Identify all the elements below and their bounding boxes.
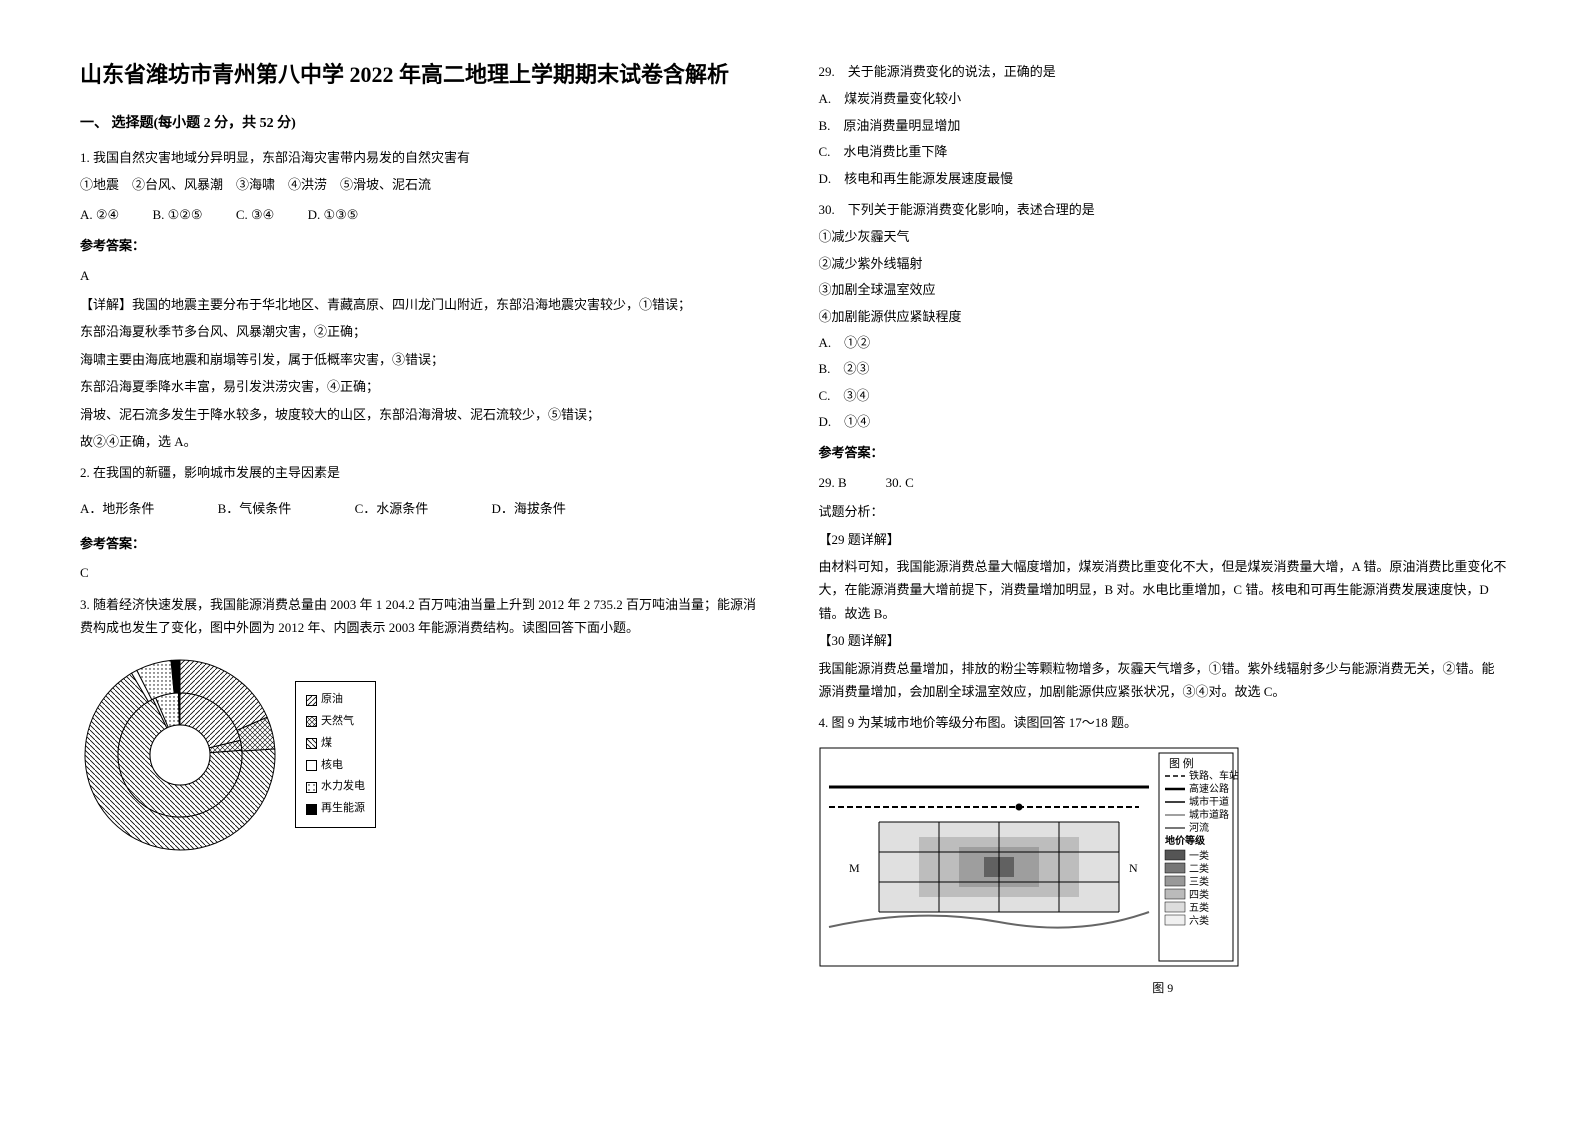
question-4: 4. 图 9 为某城市地价等级分布图。读图回答 17～18 题。 — [819, 711, 1508, 999]
q30-opt-d: D. ①④ — [819, 410, 1508, 433]
donut-svg — [80, 655, 280, 855]
q4-text: 4. 图 9 为某城市地价等级分布图。读图回答 17～18 题。 — [819, 711, 1508, 734]
question-2: 2. 在我国的新疆，影响城市发展的主导因素是 A．地形条件 B．气候条件 C．水… — [80, 461, 769, 585]
legend-item: 再生能源 — [306, 799, 365, 819]
svg-text:六类: 六类 — [1189, 914, 1209, 927]
map-svg: M N 图 例 铁路、车站高速公路城市干道城市道路河流地价等级一类二类三类四类五… — [819, 747, 1239, 967]
q30-item-2: ②减少紫外线辐射 — [819, 252, 1508, 275]
svg-text:一类: 一类 — [1189, 849, 1209, 862]
legend-label: 煤 — [321, 734, 332, 754]
svg-text:城市道路: 城市道路 — [1189, 808, 1229, 821]
q1-ans-label: 参考答案： — [80, 234, 769, 257]
q2-options: A．地形条件 B．气候条件 C．水源条件 D．海拔条件 — [80, 497, 769, 520]
q1-exp3: 海啸主要由海底地震和崩塌等引发，属于低概率灾害，③错误； — [80, 348, 769, 371]
donut-legend: 原油天然气煤核电水力发电再生能源 — [295, 681, 376, 828]
energy-donut-chart: 原油天然气煤核电水力发电再生能源 — [80, 655, 769, 855]
q1-text: 1. 我国自然灾害地域分异明显，东部沿海灾害带内易发的自然灾害有 — [80, 146, 769, 169]
q29-opt-c: C. 水电消费比重下降 — [819, 140, 1508, 163]
q30-options: A. ①② B. ②③ C. ③④ D. ①④ — [819, 331, 1508, 434]
q29-opt-b: B. 原油消费量明显增加 — [819, 114, 1508, 137]
q30-ans: 29. B 30. C — [819, 471, 1508, 494]
svg-text:M: M — [849, 861, 860, 875]
legend-item: 煤 — [306, 734, 365, 754]
svg-text:地价等级: 地价等级 — [1165, 834, 1206, 847]
q30-exp: 我国能源消费总量增加，排放的粉尘等颗粒物增多，灰霾天气增多，①错。紫外线辐射多少… — [819, 657, 1508, 704]
svg-text:城市干道: 城市干道 — [1189, 795, 1229, 808]
q2-opt-b: B．气候条件 — [218, 497, 292, 520]
question-1: 1. 我国自然灾害地域分异明显，东部沿海灾害带内易发的自然灾害有 ①地震 ②台风… — [80, 146, 769, 453]
q1-exp2: 东部沿海夏秋季节多台风、风暴潮灾害，②正确； — [80, 320, 769, 343]
q2-ans-label: 参考答案： — [80, 532, 769, 555]
q29-options: A. 煤炭消费量变化较小 B. 原油消费量明显增加 C. 水电消费比重下降 D.… — [819, 87, 1508, 190]
question-30: 30. 下列关于能源消费变化影响，表述合理的是 ①减少灰霾天气 ②减少紫外线辐射… — [819, 198, 1508, 703]
svg-text:三类: 三类 — [1189, 875, 1209, 888]
legend-item: 水力发电 — [306, 777, 365, 797]
svg-text:四类: 四类 — [1189, 888, 1209, 901]
q1-opt-d: D. ①③⑤ — [308, 203, 359, 226]
q29-exp-label: 【29 题详解】 — [819, 528, 1508, 551]
legend-item: 原油 — [306, 690, 365, 710]
q29-text: 29. 关于能源消费变化的说法，正确的是 — [819, 60, 1508, 83]
q1-opt-c: C. ③④ — [236, 203, 274, 226]
q30-items: ①减少灰霾天气 ②减少紫外线辐射 ③加剧全球温室效应 ④加剧能源供应紧缺程度 — [819, 225, 1508, 328]
svg-text:N: N — [1129, 861, 1138, 875]
q1-exp1: 【详解】我国的地震主要分布于华北地区、青藏高原、四川龙门山附近，东部沿海地震灾害… — [80, 293, 769, 316]
city-price-map: M N 图 例 铁路、车站高速公路城市干道城市道路河流地价等级一类二类三类四类五… — [819, 747, 1508, 1000]
q3-text: 3. 随着经济快速发展，我国能源消费总量由 2003 年 1 204.2 百万吨… — [80, 593, 769, 640]
q1-exp5: 滑坡、泥石流多发生于降水较多，坡度较大的山区，东部沿海滑坡、泥石流较少，⑤错误； — [80, 403, 769, 426]
q2-opt-a: A．地形条件 — [80, 497, 154, 520]
legend-label: 核电 — [321, 756, 343, 776]
q30-item-1: ①减少灰霾天气 — [819, 225, 1508, 248]
q30-ans-label: 参考答案： — [819, 441, 1508, 464]
q1-ans: A — [80, 264, 769, 287]
question-29: 29. 关于能源消费变化的说法，正确的是 A. 煤炭消费量变化较小 B. 原油消… — [819, 60, 1508, 190]
q1-opt-a: A. ②④ — [80, 203, 119, 226]
legend-item: 核电 — [306, 756, 365, 776]
q1-exp4: 东部沿海夏季降水丰富，易引发洪涝灾害，④正确； — [80, 375, 769, 398]
legend-swatch — [306, 695, 317, 706]
legend-item: 天然气 — [306, 712, 365, 732]
svg-text:河流: 河流 — [1189, 821, 1209, 834]
legend-swatch — [306, 738, 317, 749]
q2-text: 2. 在我国的新疆，影响城市发展的主导因素是 — [80, 461, 769, 484]
q30-analysis-label: 试题分析： — [819, 500, 1508, 523]
q30-item-3: ③加剧全球温室效应 — [819, 278, 1508, 301]
question-3: 3. 随着经济快速发展，我国能源消费总量由 2003 年 1 204.2 百万吨… — [80, 593, 769, 640]
q29-exp: 由材料可知，我国能源消费总量大幅度增加，煤炭消费比重变化不大，但是煤炭消费量大增… — [819, 555, 1508, 625]
q2-opt-c: C．水源条件 — [355, 497, 429, 520]
map-legend-title: 图 例 — [1169, 756, 1194, 770]
q1-opt-b: B. ①②⑤ — [152, 203, 202, 226]
q30-opt-b: B. ②③ — [819, 357, 1508, 380]
q30-item-4: ④加剧能源供应紧缺程度 — [819, 305, 1508, 328]
q1-items: ①地震 ②台风、风暴潮 ③海啸 ④洪涝 ⑤滑坡、泥石流 — [80, 173, 769, 196]
legend-label: 水力发电 — [321, 777, 365, 797]
q30-opt-a: A. ①② — [819, 331, 1508, 354]
legend-swatch — [306, 782, 317, 793]
section-header: 一、 选择题(每小题 2 分，共 52 分) — [80, 111, 769, 136]
q30-opt-c: C. ③④ — [819, 384, 1508, 407]
q2-opt-d: D．海拔条件 — [491, 497, 565, 520]
q29-opt-d: D. 核电和再生能源发展速度最慢 — [819, 167, 1508, 190]
svg-text:铁路、车站: 铁路、车站 — [1189, 769, 1239, 782]
q30-text: 30. 下列关于能源消费变化影响，表述合理的是 — [819, 198, 1508, 221]
legend-label: 再生能源 — [321, 799, 365, 819]
legend-swatch — [306, 716, 317, 727]
legend-swatch — [306, 760, 317, 771]
legend-swatch — [306, 804, 317, 815]
map-caption: 图 9 — [819, 978, 1508, 1000]
q1-options: A. ②④ B. ①②⑤ C. ③④ D. ①③⑤ — [80, 203, 769, 226]
q29-opt-a: A. 煤炭消费量变化较小 — [819, 87, 1508, 110]
q1-exp6: 故②④正确，选 A。 — [80, 430, 769, 453]
q30-exp-label: 【30 题详解】 — [819, 629, 1508, 652]
legend-label: 原油 — [321, 690, 343, 710]
doc-title: 山东省潍坊市青州第八中学 2022 年高二地理上学期期末试卷含解析 — [80, 60, 769, 91]
svg-text:二类: 二类 — [1189, 862, 1209, 875]
legend-label: 天然气 — [321, 712, 354, 732]
svg-text:五类: 五类 — [1189, 901, 1209, 914]
q2-ans: C — [80, 561, 769, 584]
svg-text:高速公路: 高速公路 — [1189, 782, 1229, 795]
